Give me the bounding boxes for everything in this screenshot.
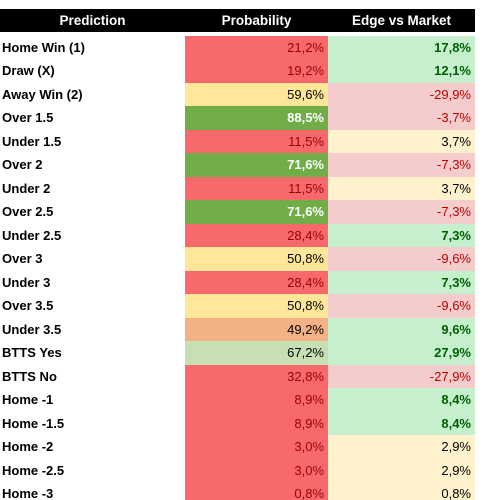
edge-cell: 17,8% [328, 35, 475, 59]
probability-cell: 59,6% [185, 82, 328, 106]
prediction-cell: Under 2 [2, 180, 51, 196]
header-cell: Prediction [0, 9, 185, 32]
prediction-cell: Over 2.5 [2, 204, 54, 220]
probability-cell: 3,0% [185, 458, 328, 482]
probability-cell: 8,9% [185, 411, 328, 435]
probability-cell: 3,0% [185, 435, 328, 459]
edge-cell: 7,3% [328, 270, 475, 294]
prediction-cell: Home -1.5 [2, 415, 65, 431]
prediction-cell: Under 3.5 [2, 321, 62, 337]
prediction-cell: Away Win (2) [2, 86, 83, 102]
probability-cell: 32,8% [185, 364, 328, 388]
prediction-cell: Home Win (1) [2, 39, 85, 55]
probability-cell: 28,4% [185, 270, 328, 294]
edge-cell: 27,9% [328, 341, 475, 365]
probability-cell: 0,8% [185, 482, 328, 500]
edge-cell: -27,9% [328, 364, 475, 388]
prediction-cell: Home -2 [2, 439, 54, 455]
header-cell: Probability [185, 9, 328, 32]
prediction-cell: BTTS No [2, 368, 57, 384]
prediction-cell: Home -3 [2, 486, 54, 500]
probability-cell: 8,9% [185, 388, 328, 412]
prediction-cell: Under 1.5 [2, 133, 62, 149]
edge-cell: 2,9% [328, 435, 475, 459]
edge-cell: -9,6% [328, 294, 475, 318]
prediction-cell: Under 3 [2, 274, 51, 290]
prediction-cell: Draw (X) [2, 63, 55, 79]
probability-cell: 28,4% [185, 223, 328, 247]
edge-cell: -9,6% [328, 247, 475, 271]
header-cell: Edge vs Market [328, 9, 475, 32]
prediction-cell: Over 3 [2, 251, 43, 267]
prediction-cell: Over 2 [2, 157, 43, 173]
prediction-cell: Home -2.5 [2, 462, 65, 478]
probability-cell: 88,5% [185, 106, 328, 130]
edge-cell: 2,9% [328, 458, 475, 482]
edge-cell: 9,6% [328, 317, 475, 341]
edge-cell: 0,8% [328, 482, 475, 500]
probability-cell: 11,5% [185, 129, 328, 153]
prediction-cell: Over 1.5 [2, 110, 54, 126]
edge-cell: 8,4% [328, 411, 475, 435]
probability-cell: 71,6% [185, 153, 328, 177]
probability-cell: 49,2% [185, 317, 328, 341]
probability-cell: 50,8% [185, 294, 328, 318]
probability-cell: 50,8% [185, 247, 328, 271]
edge-cell: 8,4% [328, 388, 475, 412]
edge-cell: -3,7% [328, 106, 475, 130]
probability-cell: 21,2% [185, 35, 328, 59]
edge-cell: -7,3% [328, 200, 475, 224]
prediction-cell: BTTS Yes [2, 345, 62, 361]
prediction-cell: Under 2.5 [2, 227, 62, 243]
prediction-cell: Home -1 [2, 392, 54, 408]
edge-cell: 3,7% [328, 129, 475, 153]
edge-cell: 3,7% [328, 176, 475, 200]
prediction-cell: Over 3.5 [2, 298, 54, 314]
edge-cell: -29,9% [328, 82, 475, 106]
edge-cell: 12,1% [328, 59, 475, 83]
edge-cell: 7,3% [328, 223, 475, 247]
edge-cell: -7,3% [328, 153, 475, 177]
probability-cell: 67,2% [185, 341, 328, 365]
probability-cell: 19,2% [185, 59, 328, 83]
probability-cell: 71,6% [185, 200, 328, 224]
probability-cell: 11,5% [185, 176, 328, 200]
